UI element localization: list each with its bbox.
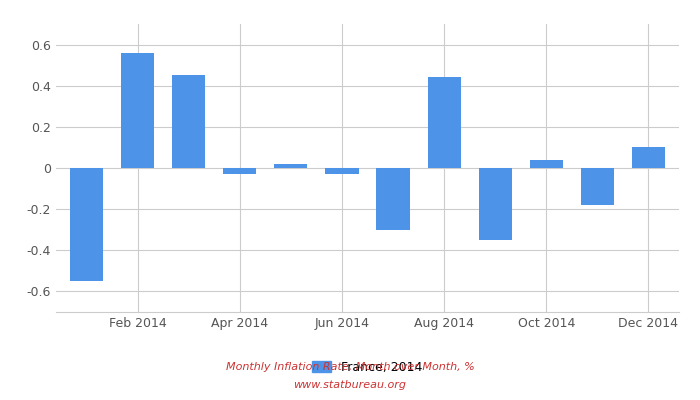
Bar: [581, 168, 614, 205]
Bar: [326, 168, 358, 174]
Bar: [70, 168, 103, 281]
Legend: France, 2014: France, 2014: [307, 356, 428, 379]
Bar: [428, 78, 461, 168]
Bar: [121, 53, 154, 168]
Bar: [632, 148, 665, 168]
Bar: [223, 168, 256, 174]
Bar: [530, 160, 563, 168]
Bar: [377, 168, 410, 230]
Bar: [479, 168, 512, 240]
Text: Monthly Inflation Rate, Month over Month, %: Monthly Inflation Rate, Month over Month…: [225, 362, 475, 372]
Bar: [172, 76, 205, 168]
Bar: [274, 164, 307, 168]
Text: www.statbureau.org: www.statbureau.org: [293, 380, 407, 390]
